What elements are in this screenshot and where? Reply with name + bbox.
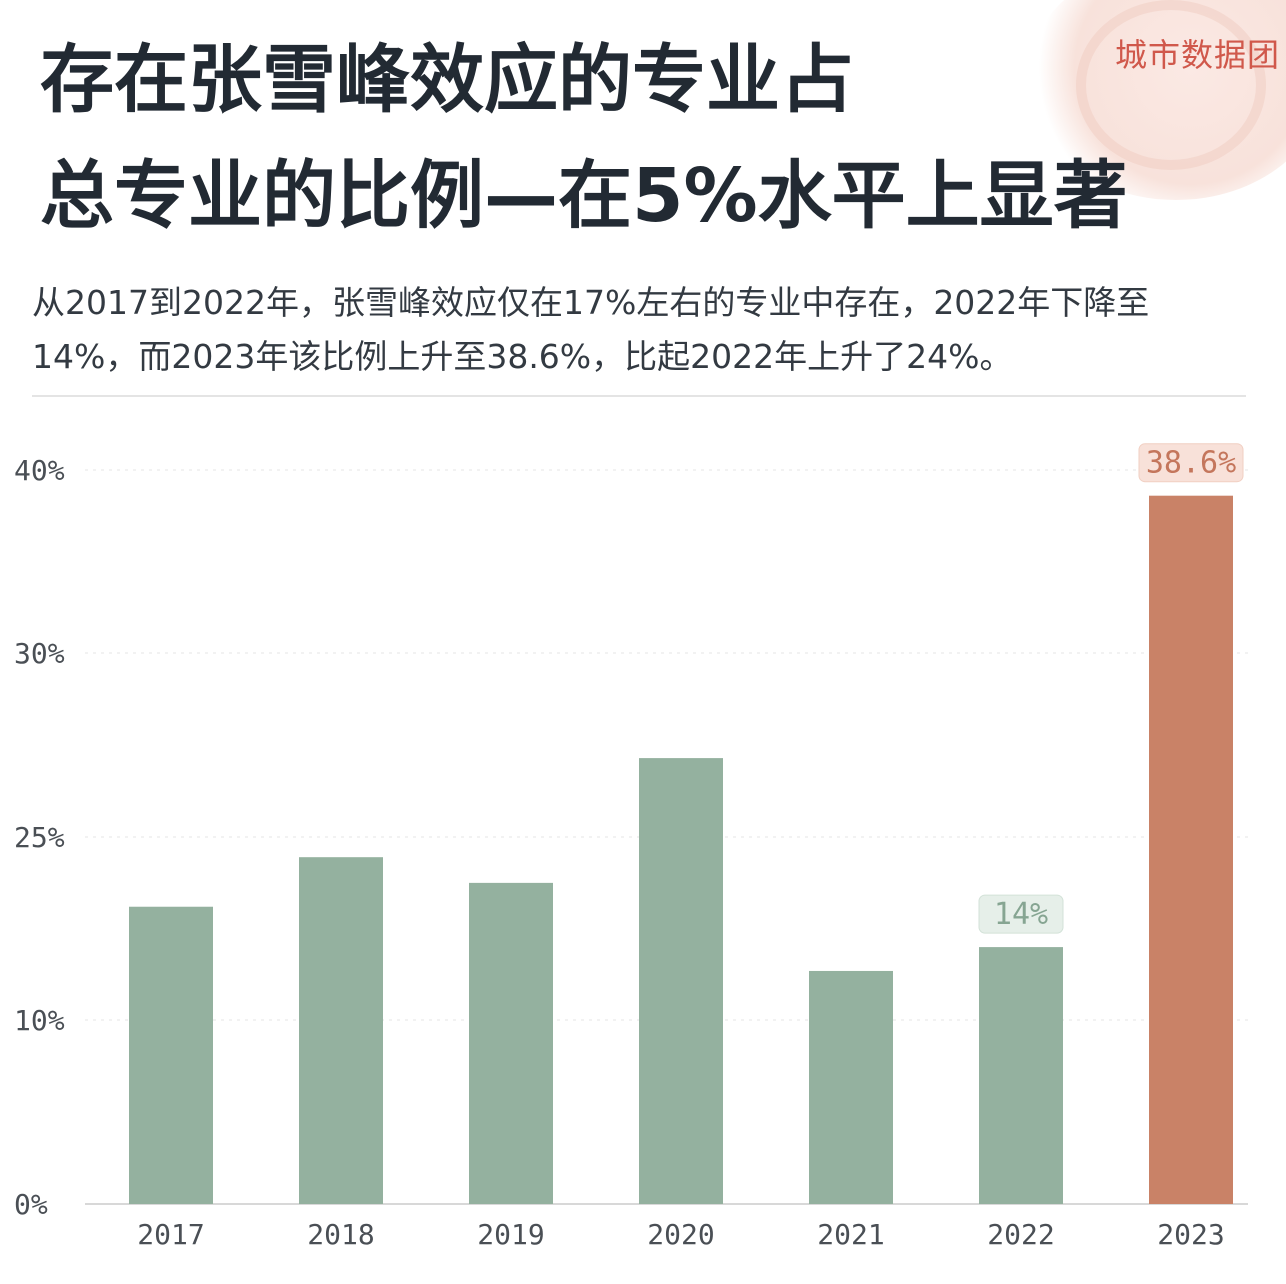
- x-axis-ticks: 2017 2018 2019 2020 2021 2022 2023: [137, 1218, 1224, 1251]
- bar-2022: [979, 947, 1063, 1204]
- title-line-2: 总专业的比例—在5%水平上显著: [40, 153, 1128, 239]
- summary-text: 从2017到2022年，张雪峰效应仅在17%左右的专业中存在，2022年下降至 …: [32, 276, 1252, 384]
- y-tick-label: 10%: [14, 1004, 65, 1037]
- divider: [32, 395, 1246, 397]
- y-tick-label: 40%: [14, 454, 65, 487]
- x-tick-label: 2022: [987, 1218, 1054, 1251]
- data-label: 38.6%: [1146, 446, 1236, 481]
- bar-2023: [1149, 495, 1233, 1204]
- data-label-background: [1138, 443, 1244, 483]
- x-tick-label: 2019: [477, 1218, 544, 1251]
- page-title: 存在张雪峰效应的专业占 总专业的比例—在5%水平上显著: [40, 22, 1220, 254]
- data-label-background: [978, 894, 1064, 934]
- data-label: 14%: [994, 897, 1048, 932]
- bar-2017: [129, 906, 213, 1204]
- data-label-badge: 14%: [978, 894, 1064, 934]
- y-tick-label: 30%: [14, 637, 65, 670]
- brand-name: 城市数据团: [1114, 36, 1280, 74]
- x-tick-label: 2020: [647, 1218, 714, 1251]
- y-tick-label: 0%: [14, 1188, 48, 1221]
- x-tick-label: 2018: [307, 1218, 374, 1251]
- bar-2018: [299, 857, 383, 1204]
- summary-line-1: 从2017到2022年，张雪峰效应仅在17%左右的专业中存在，2022年下降至: [32, 283, 1150, 322]
- title-line-1: 存在张雪峰效应的专业占: [40, 37, 854, 123]
- bar-2019: [469, 882, 553, 1204]
- bar-2021: [809, 970, 893, 1204]
- summary-line-2: 14%，而2023年该比例上升至38.6%，比起2022年上升了24%。: [32, 337, 1013, 376]
- bars: [129, 495, 1233, 1204]
- data-label-badge: 38.6%: [1138, 443, 1244, 483]
- data-labels: 14% 38.6%: [978, 443, 1244, 934]
- x-tick-label: 2017: [137, 1218, 204, 1251]
- brand-logo-ring: [1076, 0, 1266, 170]
- bar-chart: 0% 10% 25% 30% 40% 14% 38.6% 2017 2018 2019 2020…: [14, 443, 1248, 1251]
- x-tick-label: 2021: [817, 1218, 884, 1251]
- bar-2020: [639, 758, 723, 1204]
- x-tick-label: 2023: [1157, 1218, 1224, 1251]
- y-axis-ticks: 0% 10% 25% 30% 40%: [14, 454, 65, 1221]
- y-tick-label: 25%: [14, 821, 65, 854]
